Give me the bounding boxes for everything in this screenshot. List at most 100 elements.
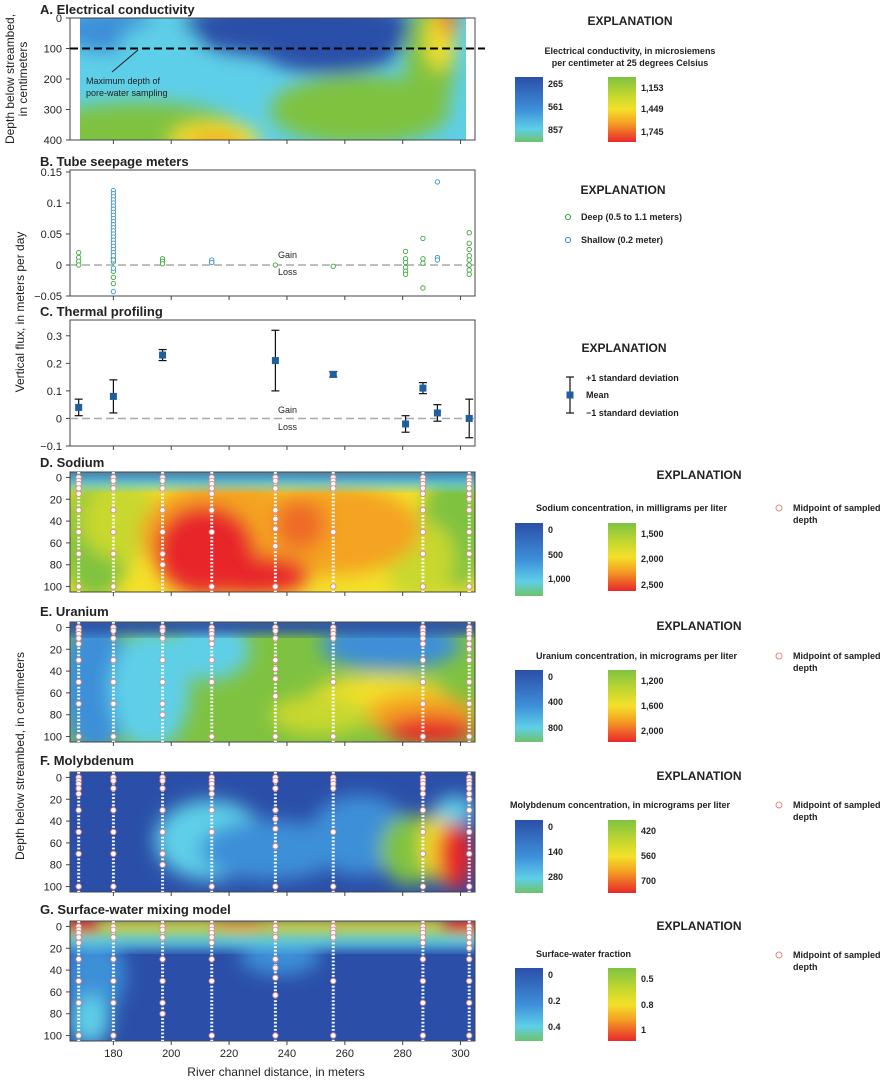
panel-g-midpoint-2-6 xyxy=(159,1010,166,1017)
legend-g-midpoint-line-2: depth xyxy=(793,962,818,972)
legend-g-swatch-right xyxy=(608,968,636,1041)
panel-d-midpoint-2-2 xyxy=(159,485,166,492)
legend-b-shallow-marker xyxy=(564,236,572,244)
legend-d-label-l0: 0 xyxy=(548,525,553,535)
panel-b-gain: Gain xyxy=(278,250,297,260)
panel-b-point-s0-29 xyxy=(466,257,472,263)
panel-d-midpoint-1-4 xyxy=(110,528,117,536)
panel-e-ytick-label-0: 0 xyxy=(56,622,62,634)
legend-g-label-r1: 0.8 xyxy=(641,1000,654,1010)
panel-e-midpoint-7-8 xyxy=(466,700,473,707)
panel-g: G. Surface-water mixing model xyxy=(40,902,476,1042)
panel-f-ytick-label-3: 60 xyxy=(50,838,62,850)
panel-d: D. Sodium xyxy=(40,455,476,593)
panel-g-midpoint-7-9 xyxy=(466,1032,473,1039)
panel-g-heatmap xyxy=(70,921,475,1041)
panel-d-midpoint-3-6 xyxy=(208,528,215,536)
panel-e-midpoint-4-2 xyxy=(272,635,279,642)
legend-a-label-l0: 265 xyxy=(548,79,563,89)
panel-b-point-s0-23 xyxy=(420,260,426,266)
panel-b-point-s0-31 xyxy=(466,267,472,273)
legend-d-label-r1: 2,000 xyxy=(641,554,664,564)
panel-b-point-s0-22 xyxy=(420,256,426,262)
panel-f-frame xyxy=(69,771,476,893)
panel-c-ytick-label-3: 0 xyxy=(56,413,62,425)
legend-f-midpoint-line-2: depth xyxy=(793,812,818,822)
panel-d-midpoint-6-8 xyxy=(419,583,427,590)
panel-d-midpoint-0-4 xyxy=(75,490,82,497)
panel-f-midpoint-4-3 xyxy=(272,807,279,814)
panel-d-midpoint-6-6 xyxy=(419,528,427,536)
legend-b-deep-label: Deep (0.5 to 1.1 meters) xyxy=(581,212,682,222)
legend-c-mean-label: Mean xyxy=(586,390,609,400)
panel-e-heatmap xyxy=(70,622,475,742)
panel-e-midpoint-0-5 xyxy=(75,657,82,664)
panel-c-mean-4 xyxy=(329,370,337,378)
legend-b: EXPLANATION Deep (0.5 to 1.1 meters) Sha… xyxy=(564,183,682,245)
panel-g-midpoint-5-4 xyxy=(330,977,337,985)
panel-d-midpoint-1-6 xyxy=(110,583,117,590)
legend-f-midpoint-line-1: Midpoint of sampled xyxy=(793,800,881,810)
panel-g-midpoint-0-7 xyxy=(75,999,82,1006)
legend-e-midpoint-marker xyxy=(775,652,783,660)
panel-g-midpoint-2-4 xyxy=(159,977,166,985)
panel-e-midpoint-6-3 xyxy=(419,635,427,642)
panel-g-midpoint-2-3 xyxy=(159,956,166,963)
panel-d-midpoint-0-3 xyxy=(75,485,82,492)
panel-c-ytick-label-2: 0.1 xyxy=(47,386,62,398)
legend-f: EXPLANATION Molybdenum concentration, in… xyxy=(510,769,881,893)
panel-g-midpoint-4-1 xyxy=(272,926,279,933)
panel-e-ytick-label-5: 100 xyxy=(44,732,62,744)
panel-b-point-s0-20 xyxy=(402,271,409,277)
panel-c-mean-5 xyxy=(402,420,410,428)
panel-g-midpoint-6-4 xyxy=(419,939,427,946)
panel-b-point-s0-15 xyxy=(402,248,409,255)
panel-d-midpoint-7-3 xyxy=(466,485,473,492)
panel-f-midpoint-2-2 xyxy=(159,785,166,792)
panel-a-heatmap xyxy=(80,18,466,140)
legend-e: EXPLANATION Uranium concentration, in mi… xyxy=(515,619,881,742)
legend-d-label-l1: 500 xyxy=(548,550,563,560)
panel-f-midpoint-6-8 xyxy=(419,883,427,890)
panel-f-midpoint-1-1 xyxy=(110,777,117,784)
panel-d-midpoint-2-6 xyxy=(159,561,166,568)
panel-d-ytick-label-0: 0 xyxy=(56,472,62,484)
xtick-label-1: 200 xyxy=(162,1048,180,1060)
panel-e: E. Uranium xyxy=(40,604,476,743)
legend-a: EXPLANATION Electrical conductivity, in … xyxy=(515,14,715,142)
xtick-label-4: 260 xyxy=(336,1048,354,1060)
panel-e-midpoint-1-1 xyxy=(110,627,117,634)
panel-f-midpoint-7-5 xyxy=(466,796,473,803)
legend-g-swatch-left xyxy=(515,968,543,1041)
panel-b-point-s0-21 xyxy=(420,235,426,241)
panel-f-midpoint-4-4 xyxy=(272,815,279,823)
panel-c-mean-2 xyxy=(159,351,167,359)
panel-e-midpoint-5-3 xyxy=(330,635,337,642)
panel-d-midpoint-6-5 xyxy=(419,507,427,514)
panel-c-mean-3 xyxy=(271,357,279,365)
panel-g-midpoint-0-5 xyxy=(75,956,82,963)
panel-g-midpoint-4-3 xyxy=(272,956,279,963)
panel-f-midpoint-4-6 xyxy=(272,843,279,850)
legend-g-label-r2: 1 xyxy=(641,1025,646,1035)
panel-e-midpoint-0-8 xyxy=(75,733,82,740)
panel-d-midpoint-5-3 xyxy=(330,485,337,492)
legend-e-label-r2: 2,000 xyxy=(641,726,664,736)
panel-g-midpoint-5-5 xyxy=(330,1032,337,1039)
panel-d-midpoint-7-9 xyxy=(466,583,473,590)
panel-f-midpoint-6-7 xyxy=(419,850,427,857)
panel-e-title: E. Uranium xyxy=(40,604,109,619)
panel-a-ytick-label-0: 0 xyxy=(56,13,62,25)
panel-c-frame xyxy=(69,319,476,447)
panel-d-midpoint-4-6 xyxy=(272,543,279,550)
panel-f-ytick-label-4: 80 xyxy=(50,860,62,872)
panel-f-ytick-label-1: 20 xyxy=(50,794,62,806)
legend-d-swatch-right xyxy=(608,523,636,591)
panel-d-midpoint-0-8 xyxy=(75,583,82,590)
legend-a-label-l2: 857 xyxy=(548,125,563,135)
panel-g-midpoint-0-3 xyxy=(75,934,82,941)
panel-f-midpoint-4-2 xyxy=(272,785,279,792)
panel-f-midpoint-0-4 xyxy=(75,790,82,797)
panel-d-midpoint-5-4 xyxy=(330,528,337,536)
panel-g-midpoint-0-4 xyxy=(75,939,82,946)
